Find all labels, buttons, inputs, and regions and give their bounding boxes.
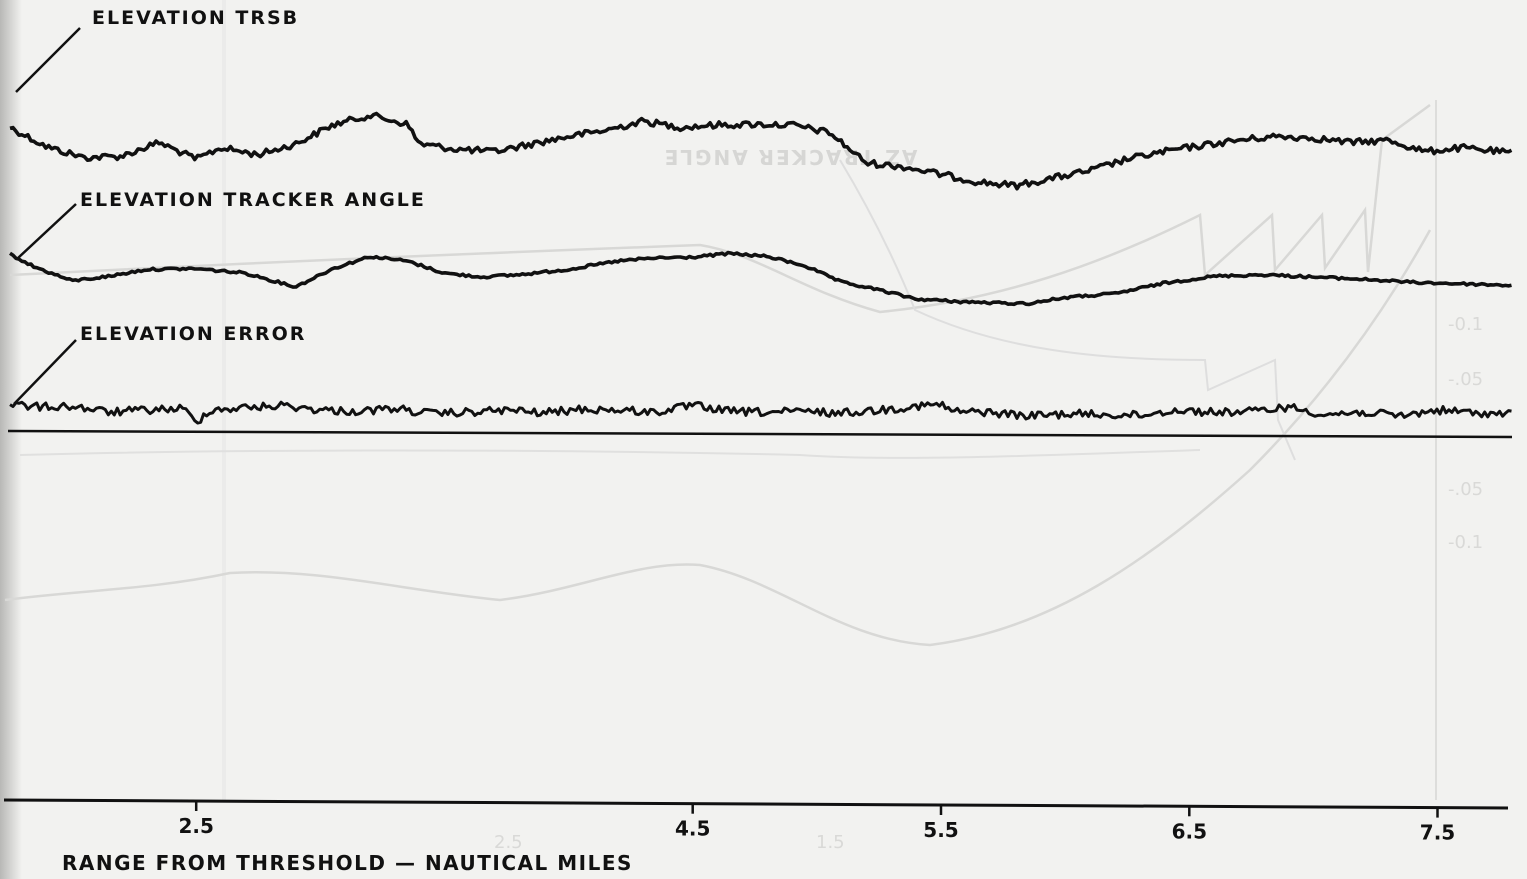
bleed-through-tick-6: 1.5	[816, 832, 845, 853]
x-axis-line	[3, 798, 1509, 810]
label-leader-elevation-trsb	[15, 27, 81, 93]
bleed-through-tick-3: -.05	[1448, 479, 1483, 500]
x-axis-ticks: 2.5 4.5 5.5 6.5 7.5	[178, 801, 1455, 845]
bleed-through-layer: AZ TRACKER ANGLE -0.1 -.05 -.05 -0.1 2.5…	[4, 100, 1483, 853]
paper-edge-shadow	[0, 0, 22, 879]
x-tick-label: 2.5	[178, 814, 213, 838]
series-line-elevation-tracker-angle	[9, 250, 1512, 307]
bleed-through-tick-1: -0.1	[1448, 314, 1483, 335]
series-label-elevation-trsb: ELEVATION TRSB	[92, 7, 299, 29]
label-leader-elevation-tracker-angle	[17, 203, 77, 259]
bleed-through-trace-2	[9, 103, 1431, 314]
series-layer	[9, 111, 1513, 425]
series-label-elevation-tracker-angle: ELEVATION TRACKER ANGLE	[80, 189, 426, 211]
x-tick-label: 5.5	[923, 818, 958, 842]
x-tick-label: 4.5	[675, 817, 710, 841]
error-zero-line	[7, 429, 1513, 439]
bleed-through-tick-2: -.05	[1448, 369, 1483, 390]
paper-fold-line	[222, 0, 226, 800]
bleed-through-trace-3	[839, 159, 1296, 461]
bleed-through-tick-4: -0.1	[1448, 532, 1483, 553]
series-line-elevation-error	[9, 400, 1512, 425]
x-tick-label: 6.5	[1172, 819, 1207, 843]
series-label-elevation-error: ELEVATION ERROR	[80, 323, 306, 345]
bleed-through-trace-1	[4, 229, 1432, 647]
bleed-through-trace-4	[19, 449, 1201, 459]
series-line-elevation-trsb	[9, 111, 1513, 191]
x-axis-label: RANGE FROM THRESHOLD — NAUTICAL MILES	[62, 851, 633, 875]
bleed-through-tick-5: 2.5	[494, 832, 523, 853]
label-leader-elevation-error	[13, 339, 77, 405]
x-tick-label: 7.5	[1420, 821, 1455, 845]
